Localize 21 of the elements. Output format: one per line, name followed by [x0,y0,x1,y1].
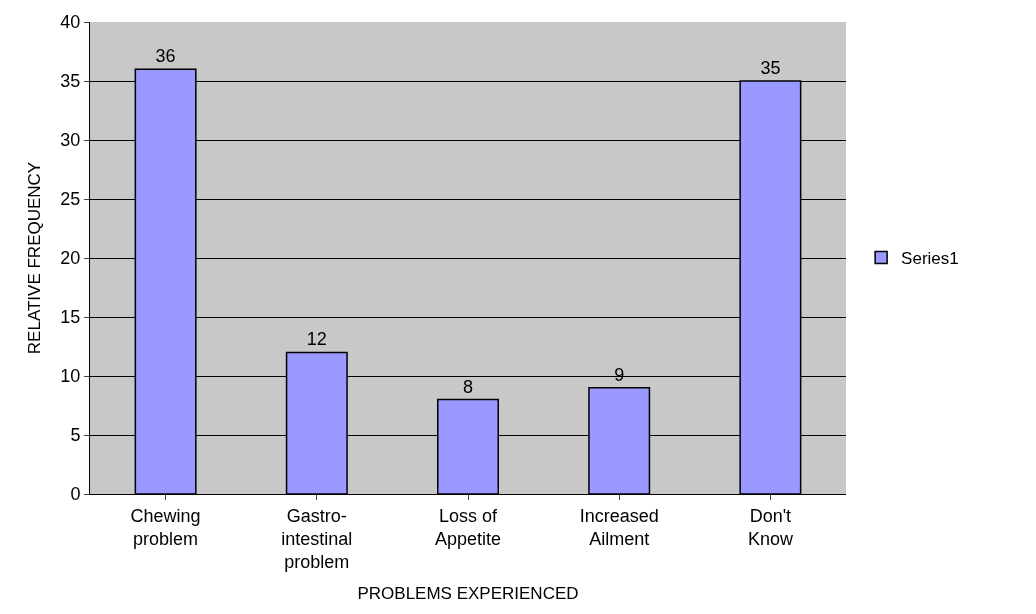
x-axis-title: PROBLEMS EXPERIENCED [357,583,579,603]
y-tick-label: 15 [60,307,81,328]
y-tick-label: 20 [60,248,81,269]
x-tick-label: Gastro- intestinal problem [281,505,353,573]
data-label: 36 [155,46,176,67]
legend-label: Series1 [901,249,959,269]
y-tick-label: 40 [60,12,81,33]
y-tick-label: 30 [60,130,81,151]
x-tick-label: Increased Ailment [579,505,659,549]
y-tick-label: 35 [60,71,81,92]
x-tick-label: Chewing problem [130,505,201,549]
x-tick-label: Loss of Appetite [434,505,502,549]
y-tick-label: 5 [70,425,81,446]
y-tick-label: 0 [70,484,81,505]
y-axis-title: RELATIVE FREQUENCY [24,161,44,355]
data-label: 12 [306,329,327,350]
data-label: 8 [462,376,474,397]
data-label: 35 [760,58,781,78]
x-tick-label: Don't Know [747,505,794,549]
y-tick-label: 10 [60,366,81,387]
y-tick-label: 25 [60,189,81,210]
